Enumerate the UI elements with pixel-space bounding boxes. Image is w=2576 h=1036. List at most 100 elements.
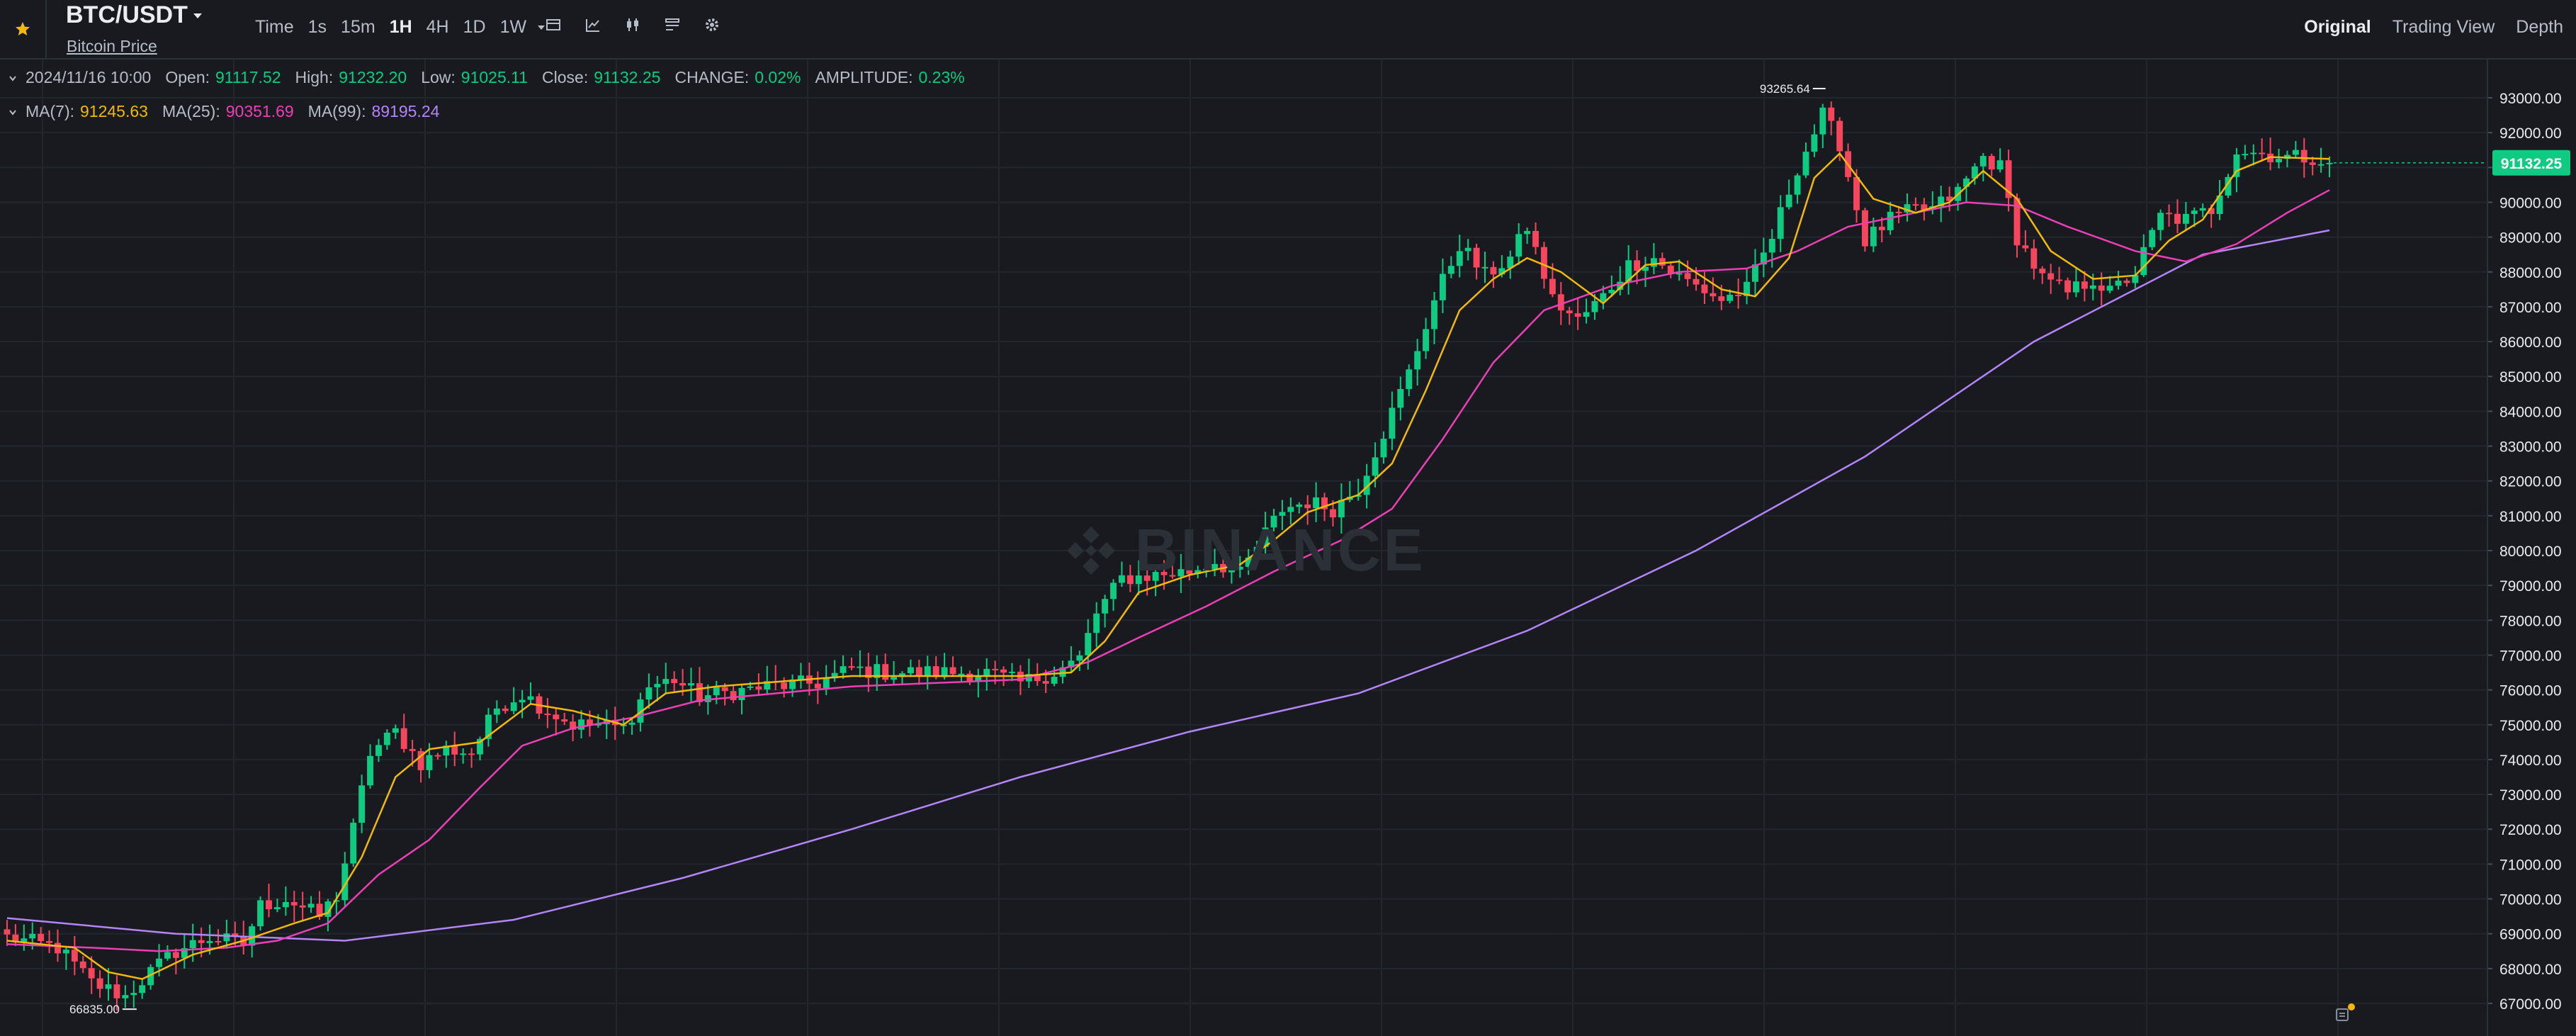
candle-body bbox=[637, 699, 644, 723]
candle bbox=[1777, 195, 1784, 252]
candle bbox=[282, 886, 289, 916]
ma7-line bbox=[6, 152, 2330, 980]
symbol-subtitle-link[interactable]: Bitcoin Price bbox=[67, 37, 157, 55]
gear-icon[interactable] bbox=[703, 16, 721, 34]
candle bbox=[1912, 197, 1919, 210]
candle-body bbox=[891, 677, 898, 680]
candle bbox=[1938, 186, 1945, 223]
notes-button[interactable] bbox=[2334, 1002, 2356, 1025]
interval-time[interactable]: Time bbox=[255, 17, 294, 37]
candle bbox=[1186, 556, 1193, 581]
candle-body bbox=[654, 684, 661, 687]
indicator-icon[interactable] bbox=[584, 16, 602, 34]
candle bbox=[122, 985, 129, 1008]
view-trading-view[interactable]: Trading View bbox=[2392, 17, 2495, 37]
candle-body bbox=[2174, 213, 2181, 224]
interval-1h[interactable]: 1H bbox=[389, 17, 412, 37]
candle-body bbox=[2233, 154, 2240, 177]
candle bbox=[1270, 509, 1277, 531]
favorite-button[interactable] bbox=[0, 0, 47, 58]
candle-body bbox=[975, 675, 982, 682]
candle-body bbox=[594, 723, 601, 726]
symbol-title[interactable]: BTC/USDT bbox=[66, 1, 188, 28]
candle-body bbox=[1710, 293, 1717, 297]
candle bbox=[1625, 245, 1632, 295]
candle-body bbox=[570, 721, 577, 730]
candle-body bbox=[1009, 671, 1015, 673]
candle-body bbox=[172, 952, 179, 958]
candle bbox=[79, 956, 86, 974]
candle-body bbox=[2022, 245, 2029, 249]
candle-body bbox=[1135, 575, 1142, 585]
price-tick-label: 86000.00 bbox=[2499, 334, 2562, 351]
price-tick-label: 84000.00 bbox=[2499, 404, 2562, 420]
interval-1s[interactable]: 1s bbox=[307, 17, 327, 37]
more-intervals-icon[interactable] bbox=[536, 17, 546, 38]
candle-settings-icon[interactable] bbox=[544, 16, 563, 34]
candle-body bbox=[426, 755, 433, 770]
candle bbox=[2216, 180, 2223, 220]
caret-down-icon[interactable] bbox=[191, 9, 204, 26]
candle-body bbox=[392, 728, 399, 733]
layout-icon[interactable] bbox=[663, 16, 682, 34]
view-depth[interactable]: Depth bbox=[2516, 17, 2563, 37]
collapse-icon[interactable] bbox=[9, 68, 18, 87]
ma7-value: 91245.63 bbox=[80, 102, 148, 120]
candle-body bbox=[662, 679, 670, 685]
view-original[interactable]: Original bbox=[2304, 17, 2371, 37]
candle bbox=[975, 668, 982, 698]
max-price-marker: 93265.64 bbox=[1760, 82, 1810, 96]
candle bbox=[215, 929, 222, 946]
candle-body bbox=[2208, 208, 2215, 215]
collapse-icon[interactable] bbox=[9, 102, 18, 121]
candle bbox=[2022, 230, 2029, 252]
candle-body bbox=[587, 719, 593, 726]
candle-body bbox=[1971, 166, 1978, 179]
candle-body bbox=[738, 687, 745, 701]
candle bbox=[1473, 243, 1480, 280]
candle-body bbox=[2149, 230, 2156, 247]
interval-1d[interactable]: 1D bbox=[463, 17, 486, 37]
candle-body bbox=[983, 668, 990, 676]
candle bbox=[510, 687, 517, 715]
candle bbox=[2157, 209, 2164, 241]
interval-4h[interactable]: 4H bbox=[426, 17, 449, 37]
chart-type-icon[interactable] bbox=[623, 16, 642, 34]
candle-body bbox=[2242, 154, 2249, 156]
interval-1w[interactable]: 1W bbox=[499, 17, 527, 37]
price-chart[interactable]: 93000.0092000.0091000.0090000.0089000.00… bbox=[0, 60, 2576, 1036]
grid bbox=[0, 60, 2487, 1036]
price-tick-label: 75000.00 bbox=[2499, 718, 2562, 734]
candle-body bbox=[375, 745, 382, 756]
candle-body bbox=[290, 902, 298, 906]
candle-body bbox=[164, 952, 171, 959]
candle-body bbox=[696, 683, 703, 702]
candle-body bbox=[1836, 120, 1843, 152]
candle-body bbox=[544, 714, 551, 716]
candle-body bbox=[1608, 290, 1615, 293]
candle bbox=[798, 663, 804, 689]
candle bbox=[983, 658, 990, 691]
candle-body bbox=[1414, 351, 1421, 370]
candle-body bbox=[55, 942, 61, 954]
candle bbox=[2132, 266, 2139, 288]
candle-body bbox=[831, 672, 838, 679]
candle bbox=[2115, 271, 2122, 290]
candle-body bbox=[1338, 500, 1345, 518]
candle-body bbox=[1540, 247, 1547, 279]
candle-body bbox=[1718, 296, 1725, 301]
candle-body bbox=[122, 995, 129, 998]
candle-body bbox=[1051, 677, 1058, 684]
candle bbox=[2317, 147, 2324, 173]
candle-body bbox=[1152, 572, 1159, 581]
interval-15m[interactable]: 15m bbox=[341, 17, 375, 37]
candle bbox=[350, 818, 357, 867]
price-tick-label: 87000.00 bbox=[2499, 300, 2562, 316]
candle-body bbox=[358, 785, 366, 823]
candle bbox=[105, 968, 112, 1001]
candle-body bbox=[1819, 107, 1826, 135]
candle-body bbox=[2072, 281, 2079, 293]
candle bbox=[1710, 277, 1717, 302]
candle-body bbox=[1532, 230, 1539, 247]
candle-body bbox=[2166, 213, 2173, 215]
